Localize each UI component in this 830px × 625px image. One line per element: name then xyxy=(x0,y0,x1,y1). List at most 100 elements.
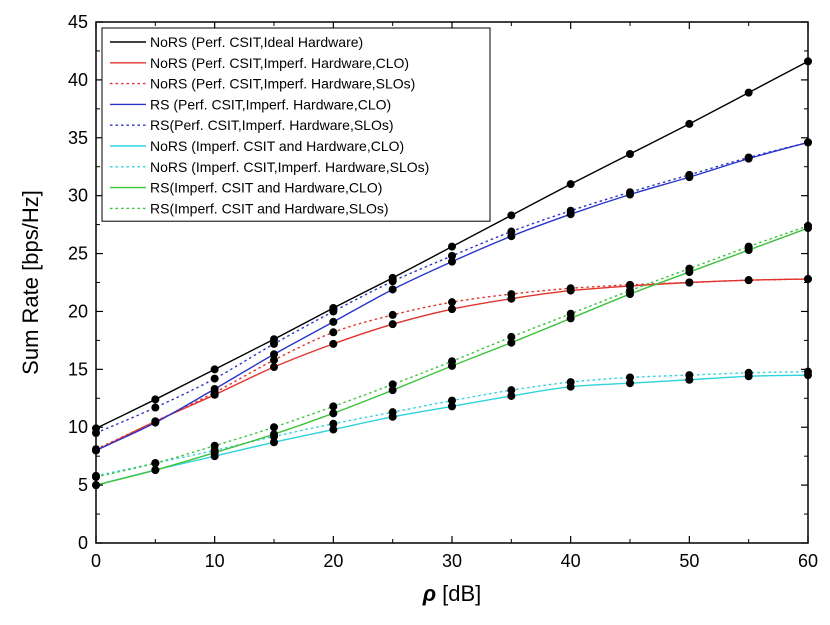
legend-entry-2: NoRS (Perf. CSIT,Imperf. Hardware,SLOs) xyxy=(150,76,415,92)
series-0-point xyxy=(626,149,634,158)
series-3-point xyxy=(448,257,456,266)
series-3-point xyxy=(151,418,160,427)
x-axis-label-unit: [dB] xyxy=(436,581,481,606)
series-5-point xyxy=(448,402,456,411)
series-2-point xyxy=(566,284,575,293)
series-8-point xyxy=(448,357,456,366)
legend-entry-1: NoRS (Perf. CSIT,Imperf. Hardware,CLO) xyxy=(150,55,409,71)
series-4-point xyxy=(744,153,753,162)
series-2-point xyxy=(270,356,278,365)
series-3-point xyxy=(388,285,397,294)
series-5-point xyxy=(507,391,516,400)
legend-box xyxy=(101,27,491,222)
series-7-point xyxy=(507,338,516,347)
y-tick-label: 35 xyxy=(68,128,88,148)
y-tick-label: 0 xyxy=(78,533,88,553)
series-line-7 xyxy=(95,227,809,486)
series-5-point xyxy=(270,438,278,447)
series-6-point xyxy=(448,396,456,405)
series-1-point xyxy=(329,339,338,348)
series-6-point xyxy=(744,368,753,377)
legend: NoRS (Perf. CSIT,Ideal Hardware) NoRS (Pe… xyxy=(101,27,491,222)
legend-entry-6: NoRS (Imperf. CSIT,Imperf. Hardware,SLOs… xyxy=(150,159,429,175)
series-2-point xyxy=(744,276,753,285)
series-line-5 xyxy=(95,374,809,486)
y-tick-label: 30 xyxy=(68,186,88,206)
y-tick-label: 45 xyxy=(68,12,88,32)
series-2-point xyxy=(626,280,634,289)
x-tick-label: 10 xyxy=(205,551,225,571)
series-0-point xyxy=(210,365,219,374)
series-line-4 xyxy=(95,141,809,434)
series-4-point xyxy=(685,170,694,179)
series-7-point xyxy=(270,430,278,439)
x-axis-label: ρ [dB] xyxy=(422,581,482,606)
x-tick-label: 20 xyxy=(323,551,343,571)
x-axis-label-symbol: ρ xyxy=(422,581,436,606)
series-4-point xyxy=(210,374,219,383)
series-8-point xyxy=(566,309,575,318)
y-tick-label: 20 xyxy=(68,301,88,321)
series-4-point xyxy=(566,206,575,215)
series-0-point xyxy=(685,119,694,128)
series-2-point xyxy=(388,310,397,319)
y-tick-label: 40 xyxy=(68,70,88,90)
series-4-point xyxy=(151,403,160,412)
series-2-point xyxy=(448,298,456,307)
series-3-point xyxy=(329,317,338,326)
series-6-point xyxy=(329,419,338,428)
x-tick-label: 0 xyxy=(91,551,101,571)
series-1-point xyxy=(270,363,278,372)
series-line-2 xyxy=(95,278,809,450)
series-8-point xyxy=(507,332,516,341)
series-5-point xyxy=(626,379,634,388)
series-2-point xyxy=(507,290,516,299)
series-8-point xyxy=(210,441,219,450)
y-tick-label: 10 xyxy=(68,417,88,437)
x-tick-label: 40 xyxy=(561,551,581,571)
series-0-point xyxy=(507,211,516,220)
y-tick-label: 15 xyxy=(68,359,88,379)
series-7-point xyxy=(329,409,338,418)
series-8-point xyxy=(626,286,634,295)
x-tick-label: 50 xyxy=(679,551,699,571)
series-6-point xyxy=(388,408,397,417)
series-8-point xyxy=(329,402,338,411)
series-4-point xyxy=(626,188,634,197)
legend-entry-4: RS(Perf. CSIT,Imperf. Hardware,SLOs) xyxy=(150,117,394,133)
series-8-point xyxy=(270,423,278,432)
series-5-point xyxy=(329,425,338,434)
series-3-point xyxy=(210,385,219,394)
series-1-point xyxy=(388,320,397,329)
series-0-point xyxy=(151,395,160,404)
y-tick-label: 25 xyxy=(68,244,88,264)
x-tick-label: 60 xyxy=(798,551,818,571)
series-8-point xyxy=(151,459,160,468)
series-8-point xyxy=(388,380,397,389)
axis-ticks: 0 10 20 30 40 50 60 0 5 10 15 20 25 30 35 40 45 xyxy=(68,12,818,571)
series-6-point xyxy=(507,386,516,395)
legend-entry-3: RS (Perf. CSIT,Imperf. Hardware,CLO) xyxy=(150,96,391,112)
series-7-point xyxy=(210,448,219,457)
legend-entry-5: NoRS (Imperf. CSIT and Hardware,CLO) xyxy=(150,138,404,154)
series-1-point xyxy=(448,305,456,314)
series-3-point xyxy=(270,350,278,359)
x-tick-label: 30 xyxy=(442,551,462,571)
legend-entry-0: NoRS (Perf. CSIT,Ideal Hardware) xyxy=(150,34,363,50)
series-6-point xyxy=(685,371,694,380)
series-7-point xyxy=(388,386,397,395)
series-4-point xyxy=(507,227,516,236)
series-0-point xyxy=(566,180,575,189)
series-8-point xyxy=(685,264,694,273)
legend-entry-8: RS(Imperf. CSIT and Hardware,SLOs) xyxy=(150,200,389,216)
legend-entry-7: RS(Imperf. CSIT and Hardware,CLO) xyxy=(150,180,382,196)
series-8-point xyxy=(744,242,753,251)
series-4-point xyxy=(270,339,278,348)
series-6-point xyxy=(566,378,575,387)
series-4-point xyxy=(448,251,456,260)
series-4-point xyxy=(388,277,397,286)
series-2-point xyxy=(685,278,694,287)
series-6-point xyxy=(626,373,634,382)
series-0-point xyxy=(744,88,753,97)
